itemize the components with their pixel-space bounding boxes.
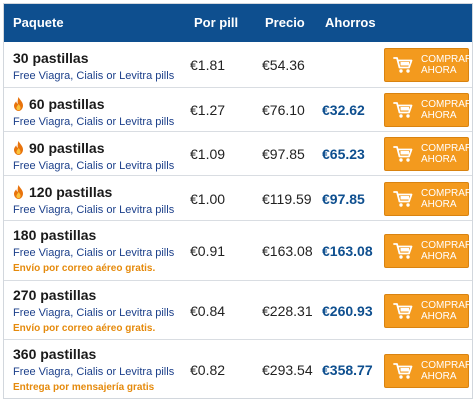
- cart-icon: [393, 302, 413, 320]
- buy-label-line-1: COMPRAR: [421, 300, 473, 311]
- package-name: 180 pastillas: [13, 227, 96, 243]
- package-label: 270 pastillas: [13, 287, 97, 303]
- fire-icon: [13, 141, 24, 155]
- pricing-table: Paquete Por pill Precio Ahorros 30 pasti…: [3, 3, 473, 399]
- buy-label-line-1: COMPRAR: [421, 188, 473, 199]
- buy-button-label: COMPRAR AHORA: [421, 99, 472, 121]
- buy-label-line-2: AHORA: [421, 154, 457, 165]
- buy-label-line-2: AHORA: [421, 110, 457, 121]
- package-label: 60 pastillas: [29, 96, 105, 112]
- buy-now-button[interactable]: COMPRAR AHORA: [384, 182, 472, 216]
- price-value: €163.08: [262, 243, 313, 259]
- price-value: €76.10: [262, 102, 305, 118]
- package-bonus: Free Viagra, Cialis or Levitra pills: [13, 204, 175, 216]
- savings-value: €358.77: [322, 362, 373, 378]
- savings-value: €260.93: [322, 303, 373, 319]
- fire-icon: [13, 97, 24, 111]
- package-bonus: Free Viagra, Cialis or Levitra pills: [13, 307, 175, 319]
- per-pill-value: €0.82: [190, 362, 226, 378]
- buy-now-button[interactable]: COMPRAR AHORA: [384, 137, 472, 171]
- cart-icon: [393, 362, 413, 380]
- package-name: 30 pastillas: [13, 50, 89, 66]
- buy-now-button[interactable]: COMPRAR AHORA: [384, 48, 472, 82]
- cart-icon: [393, 101, 413, 119]
- table-row: 120 pastillas Free Viagra, Cialis or Levi…: [4, 175, 472, 220]
- package-label: 90 pastillas: [29, 140, 105, 156]
- savings-value: €163.08: [322, 243, 373, 259]
- package-label: 360 pastillas: [13, 346, 97, 362]
- per-pill-value: €0.91: [190, 243, 226, 259]
- price-value: €119.59: [262, 191, 312, 207]
- buy-label-line-2: AHORA: [421, 65, 457, 76]
- table-row: 30 pastillas Free Viagra, Cialis or Levit…: [4, 42, 472, 87]
- buy-label-line-2: AHORA: [421, 371, 457, 382]
- table-row: 180 pastillas Free Viagra, Cialis or Levi…: [4, 220, 472, 280]
- package-label: 120 pastillas: [29, 184, 113, 200]
- savings-value: €97.85: [322, 191, 365, 207]
- price-value: €293.54: [262, 362, 313, 378]
- buy-label-line-1: COMPRAR: [421, 240, 473, 251]
- buy-button-label: COMPRAR AHORA: [421, 240, 472, 262]
- buy-button-label: COMPRAR AHORA: [421, 300, 472, 322]
- cart-icon: [393, 190, 413, 208]
- package-name: 270 pastillas: [13, 287, 96, 303]
- buy-now-button[interactable]: COMPRAR AHORA: [384, 93, 472, 127]
- header-per-pill: Por pill: [194, 15, 239, 30]
- savings-value: €65.23: [322, 146, 365, 162]
- table-row: 270 pastillas Free Viagra, Cialis or Levi…: [4, 280, 472, 339]
- header-package: Paquete: [13, 15, 64, 30]
- buy-button-label: COMPRAR AHORA: [421, 143, 472, 165]
- package-bonus: Free Viagra, Cialis or Levitra pills: [13, 70, 175, 82]
- buy-label-line-1: COMPRAR: [421, 143, 473, 154]
- savings-value: €32.62: [322, 102, 365, 118]
- cart-icon: [393, 145, 413, 163]
- package-name: 360 pastillas: [13, 346, 96, 362]
- shipping-note: Envío por correo aéreo gratis.: [13, 263, 156, 274]
- table-row: 90 pastillas Free Viagra, Cialis or Levit…: [4, 131, 472, 175]
- buy-label-line-2: AHORA: [421, 311, 457, 322]
- package-name: 120 pastillas: [13, 184, 112, 200]
- package-bonus: Free Viagra, Cialis or Levitra pills: [13, 366, 175, 378]
- shipping-note: Entrega por mensajería gratis: [13, 382, 155, 393]
- per-pill-value: €1.00: [190, 191, 226, 207]
- buy-label-line-2: AHORA: [421, 251, 457, 262]
- package-bonus: Free Viagra, Cialis or Levitra pills: [13, 247, 175, 259]
- package-label: 30 pastillas: [13, 50, 89, 66]
- buy-label-line-1: COMPRAR: [421, 360, 473, 371]
- package-name: 90 pastillas: [13, 140, 105, 156]
- price-value: €228.31: [262, 303, 313, 319]
- per-pill-value: €1.81: [190, 57, 226, 73]
- cart-icon: [393, 56, 413, 74]
- cart-icon: [393, 242, 413, 260]
- package-bonus: Free Viagra, Cialis or Levitra pills: [13, 160, 175, 172]
- buy-label-line-2: AHORA: [421, 199, 457, 210]
- header-savings: Ahorros: [325, 15, 376, 30]
- shipping-note: Envío por correo aéreo gratis.: [13, 323, 156, 334]
- buy-button-label: COMPRAR AHORA: [421, 188, 472, 210]
- per-pill-value: €1.27: [190, 102, 226, 118]
- table-row: 60 pastillas Free Viagra, Cialis or Levit…: [4, 87, 472, 131]
- buy-label-line-1: COMPRAR: [421, 99, 473, 110]
- header-price: Precio: [265, 15, 305, 30]
- buy-now-button[interactable]: COMPRAR AHORA: [384, 234, 472, 268]
- buy-now-button[interactable]: COMPRAR AHORA: [384, 354, 472, 388]
- buy-button-label: COMPRAR AHORA: [421, 360, 472, 382]
- package-bonus: Free Viagra, Cialis or Levitra pills: [13, 116, 175, 128]
- package-name: 60 pastillas: [13, 96, 105, 112]
- buy-now-button[interactable]: COMPRAR AHORA: [384, 294, 472, 328]
- package-label: 180 pastillas: [13, 227, 97, 243]
- fire-icon: [13, 185, 24, 199]
- table-row: 360 pastillas Free Viagra, Cialis or Levi…: [4, 339, 472, 400]
- price-value: €54.36: [262, 57, 305, 73]
- buy-button-label: COMPRAR AHORA: [421, 54, 472, 76]
- per-pill-value: €0.84: [190, 303, 226, 319]
- buy-label-line-1: COMPRAR: [421, 54, 473, 65]
- per-pill-value: €1.09: [190, 146, 226, 162]
- price-value: €97.85: [262, 146, 305, 162]
- table-header: Paquete Por pill Precio Ahorros: [4, 4, 472, 42]
